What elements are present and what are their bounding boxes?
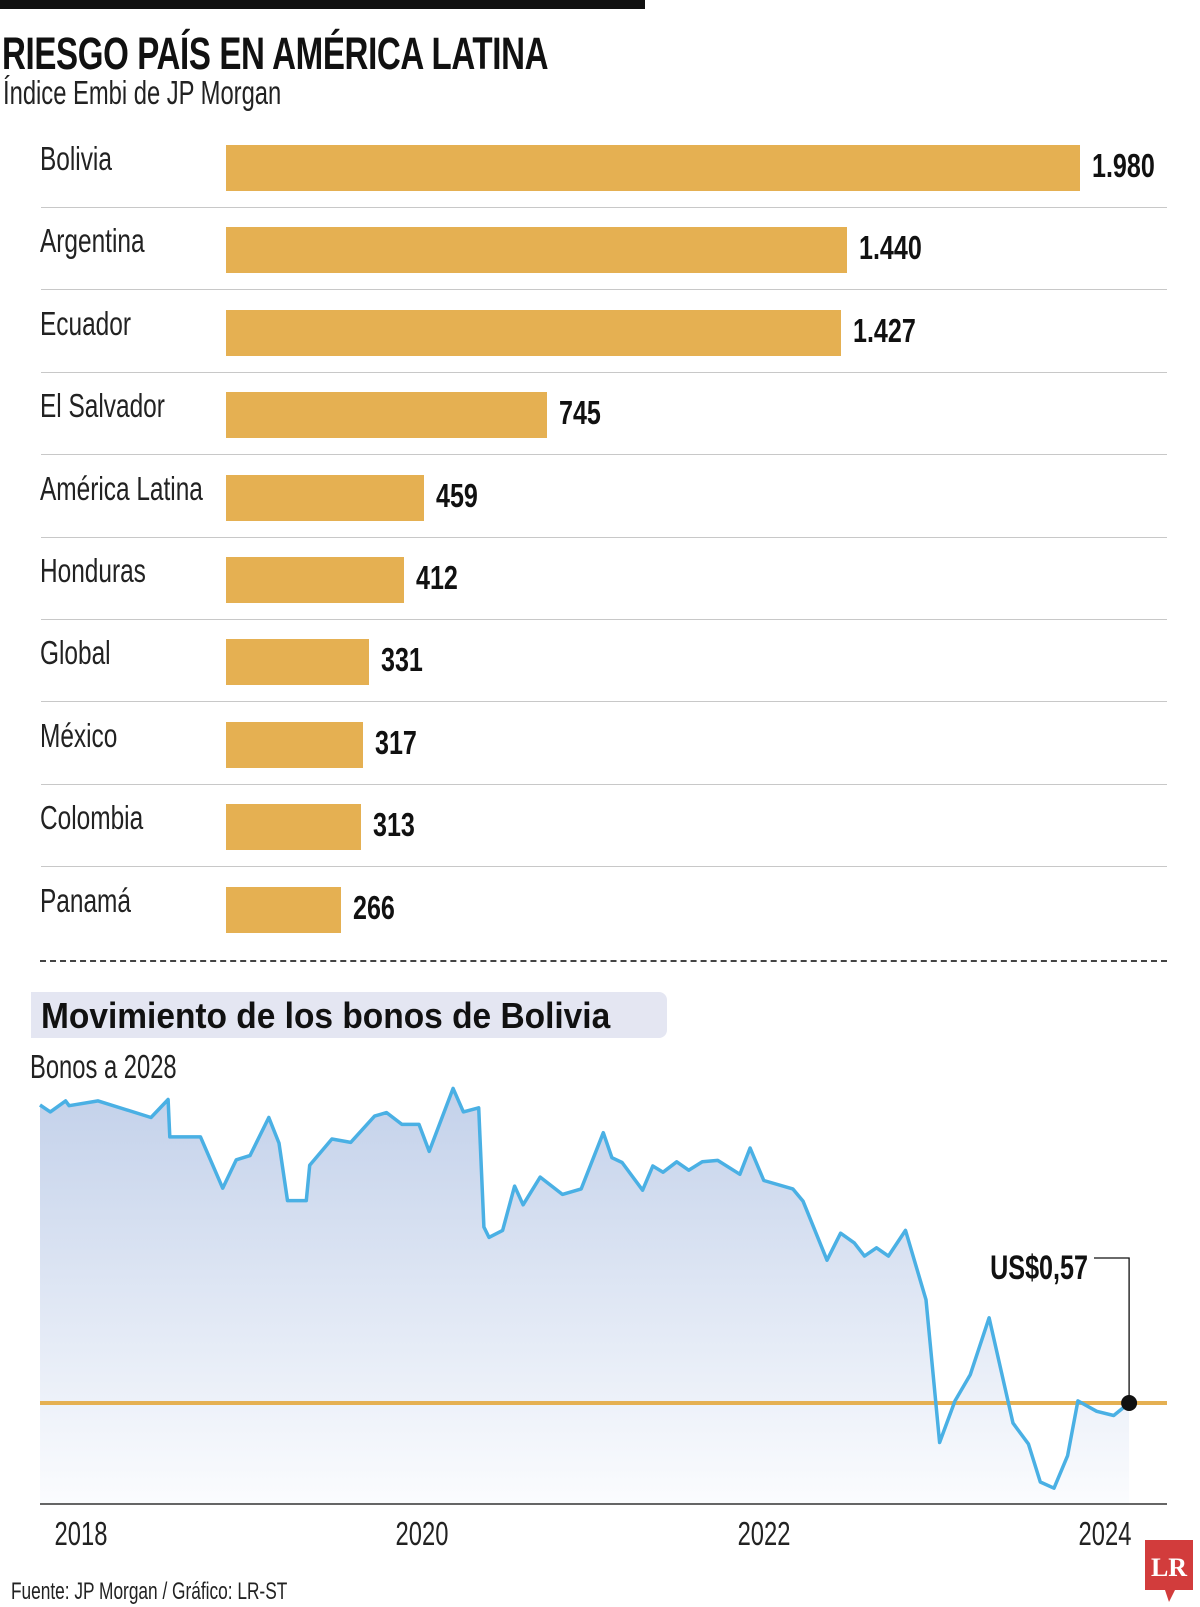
lr-logo: LR xyxy=(1145,1540,1193,1602)
bar-value-label: 313 xyxy=(373,806,415,844)
row-separator xyxy=(41,371,1167,373)
area-fill xyxy=(40,1088,1130,1504)
chart-title: RIESGO PAÍS EN AMÉRICA LATINA xyxy=(2,28,549,79)
bar-value-label: 266 xyxy=(352,888,395,926)
bar-label: México xyxy=(40,716,118,754)
bar xyxy=(226,557,404,603)
bar xyxy=(226,227,848,274)
bar-label: Honduras xyxy=(40,552,146,589)
row-separator xyxy=(41,289,1167,291)
row-separator xyxy=(41,701,1167,703)
top-rule xyxy=(0,0,645,9)
bar-value-label: 459 xyxy=(435,476,478,514)
bar xyxy=(226,886,341,933)
x-tick-label: 2024 xyxy=(1079,1516,1132,1553)
bar-label: América Latina xyxy=(40,469,203,507)
section-subtitle: Bonos a 2028 xyxy=(30,1048,177,1085)
section-title: Movimiento de los bonos de Bolivia xyxy=(41,995,611,1036)
row-separator xyxy=(41,783,1167,785)
bar xyxy=(226,639,369,686)
bar-label: Argentina xyxy=(40,222,145,260)
row-separator xyxy=(41,454,1167,456)
bar-label: Panamá xyxy=(40,881,131,919)
source-note: Fuente: JP Morgan / Gráfico: LR-ST xyxy=(11,1578,288,1605)
bar-label: Colombia xyxy=(40,799,144,837)
bar xyxy=(226,474,424,521)
bar xyxy=(226,392,548,439)
bar-value-label: 412 xyxy=(415,559,458,596)
bar xyxy=(226,804,361,851)
annotation-leader xyxy=(1094,1257,1130,1403)
x-tick-label: 2020 xyxy=(396,1516,449,1553)
bar xyxy=(226,145,1080,191)
bar-label: Ecuador xyxy=(40,304,131,342)
bar-value-label: 1.427 xyxy=(853,311,917,349)
row-separator xyxy=(41,207,1167,208)
bar-value-label: 1.980 xyxy=(1092,147,1155,184)
bar-label: Bolivia xyxy=(40,140,112,177)
bar-value-label: 745 xyxy=(559,394,602,432)
row-separator xyxy=(41,536,1167,538)
section-title-box xyxy=(31,992,667,1038)
bar xyxy=(226,721,363,768)
bar-value-label: 1.440 xyxy=(859,229,922,267)
bar-label: Global xyxy=(40,634,111,672)
series-line xyxy=(39,1086,1131,1490)
x-tick-label: 2018 xyxy=(55,1516,108,1553)
x-tick-label: 2022 xyxy=(738,1516,791,1553)
bar-label: El Salvador xyxy=(40,387,165,425)
bar-value-label: 317 xyxy=(374,723,417,761)
bar xyxy=(226,309,842,356)
bar-value-label: 331 xyxy=(380,641,423,679)
dashed-divider xyxy=(40,960,1167,962)
row-separator xyxy=(41,619,1167,620)
last-value-dot xyxy=(1121,1395,1138,1411)
svg-text:LR: LR xyxy=(1151,1553,1187,1582)
chart-subtitle: Índice Embi de JP Morgan xyxy=(3,74,282,111)
row-separator xyxy=(41,866,1167,868)
annotation-label: US$0,57 xyxy=(990,1249,1088,1287)
